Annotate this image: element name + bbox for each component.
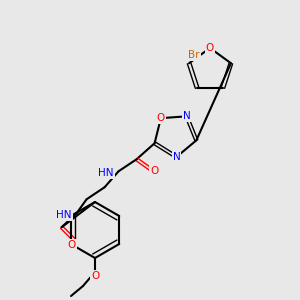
Text: O: O — [151, 166, 159, 176]
Text: O: O — [91, 271, 99, 281]
Text: N: N — [183, 111, 190, 121]
Text: Br: Br — [188, 50, 200, 60]
Text: HN: HN — [98, 168, 114, 178]
Text: HN: HN — [56, 210, 72, 220]
Text: O: O — [206, 43, 214, 53]
Text: O: O — [157, 113, 165, 123]
Text: N: N — [173, 152, 180, 162]
Text: O: O — [68, 240, 76, 250]
